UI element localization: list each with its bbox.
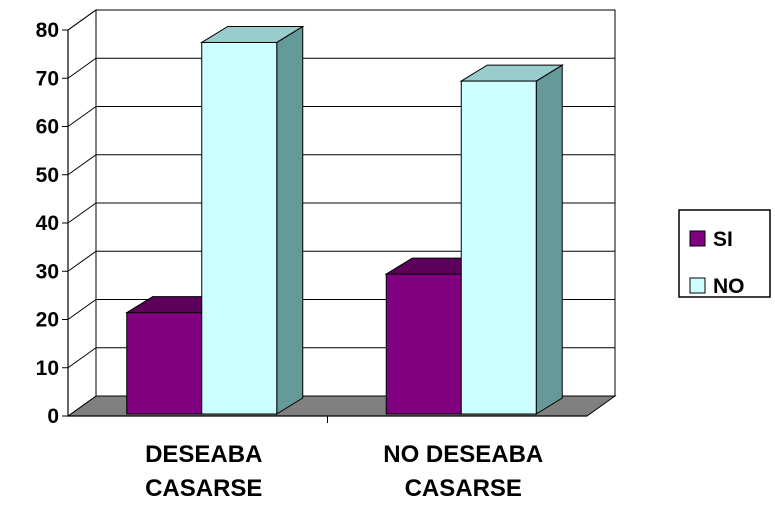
category-label-0-1: CASARSE [145,475,262,502]
axes [62,29,587,423]
bar-side [535,64,563,415]
y-tick-label: 70 [36,67,59,90]
gridline-side [67,347,97,369]
bar-no-0 [199,25,305,415]
y-tick-label: 60 [36,116,59,139]
y-tick-label: 0 [47,405,59,428]
gridline-side [67,202,97,224]
bar-side [276,25,304,415]
legend-swatch-no [689,277,706,294]
legend: SI NO [678,209,771,298]
gridline-side [67,106,97,127]
y-tick-label: 10 [36,357,59,380]
category-label-0-0: DESEABA [145,441,262,468]
bars [124,25,565,415]
category-label-1-1: CASARSE [405,475,522,502]
gridline-side [67,154,97,176]
gridline-side [67,57,97,79]
gridline-side [67,250,97,272]
y-tick-labels: 0 10 20 30 40 50 60 70 80 [36,19,59,428]
gridline-side [67,9,97,31]
bar-front [201,41,278,415]
legend-swatch-si [689,230,706,247]
y-tick-label: 80 [36,19,59,42]
y-tick-label: 50 [36,164,59,187]
y-tick-label: 40 [36,212,59,235]
legend-label-si: SI [713,228,733,251]
y-tick-label: 30 [36,260,59,283]
category-labels: DESEABA CASARSE NO DESEABA CASARSE [145,441,543,502]
bar-front [460,80,537,415]
bar-no-1 [459,64,565,415]
y-tick-label: 20 [36,309,59,332]
gridline-side [67,299,97,320]
legend-label-no: NO [713,275,745,298]
category-label-1-0: NO DESEABA [383,441,543,468]
bar-front [126,312,203,415]
bar-front [385,273,462,415]
